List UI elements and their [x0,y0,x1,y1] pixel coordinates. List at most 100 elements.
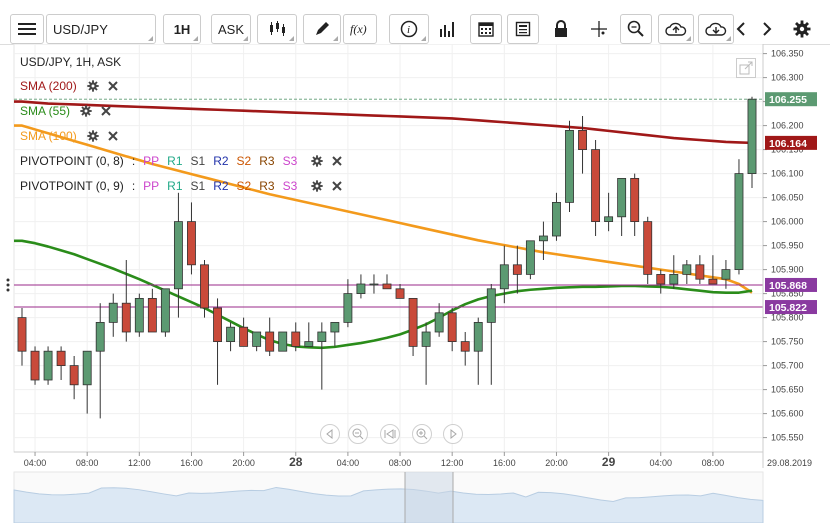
scroll-right-icon [450,429,457,439]
scroll-left-button[interactable] [730,14,752,44]
expand-button[interactable] [736,58,756,78]
candle-body [434,312,444,333]
candle-body [134,297,144,333]
price-tags: 106.255 106.164 105.868 105.822 [765,92,817,315]
gear-icon[interactable] [80,105,92,117]
pivot-level-r2: R2 [213,179,229,193]
candle-body [421,331,431,347]
zoom-in-nav-button[interactable] [412,424,432,444]
menu-icon [18,23,36,35]
zoom-out-nav-button[interactable] [348,424,368,444]
lock-button[interactable] [548,14,574,44]
candle-body [591,149,601,223]
scroll-right-button[interactable] [756,14,778,44]
info-button[interactable]: i [389,14,429,44]
dropdown-corner-icon [148,36,153,41]
close-icon[interactable] [107,80,119,92]
pivot-level-pp: PP [143,179,160,193]
candle-body [369,283,379,286]
candle-body [643,221,653,275]
x-tick-label: 29 [602,455,616,469]
report-button[interactable] [507,14,539,44]
calendar-button[interactable] [470,14,502,44]
candle-body [200,264,209,309]
draw-tool-button[interactable] [303,14,341,44]
legend-pivot-2-label: PIVOTPOINT (0, 9) [20,179,124,193]
y-tick-label: 105.700 [771,361,804,371]
y-tick-label: 105.550 [771,433,804,443]
legend-pivot-sep: : [131,179,136,193]
interval-label: 1H [173,21,191,37]
scroll-right-nav-button[interactable] [443,424,463,444]
close-icon[interactable] [107,130,119,142]
candle-body [343,293,353,323]
x-tick-label: 04:00 [649,458,672,468]
y-tick-label: 105.750 [771,337,804,347]
x-tick-label: 08:00 [76,458,99,468]
legend-pivot-2: PIVOTPOINT (0, 9) : PP R1 S1 R2 S2 R3 S3 [20,179,343,193]
save-cloud-button[interactable] [658,14,694,44]
close-icon[interactable] [331,180,343,192]
candle-body [30,350,40,381]
x-tick-label: 16:00 [493,458,516,468]
reset-nav-button[interactable] [380,424,400,444]
y-tick-label: 105.600 [771,409,804,419]
legend-pivot-1: PIVOTPOINT (0, 8) : PP R1 S1 R2 S2 R3 S3 [20,154,343,168]
x-tick-label: 04:00 [337,458,360,468]
interval-select[interactable]: 1H [163,14,201,44]
document-icon [515,21,531,37]
gear-icon[interactable] [311,180,323,192]
candle-body [291,331,301,347]
x-tick-label: 20:00 [232,458,255,468]
dropdown-corner-icon [193,36,198,41]
candle-body [473,321,483,352]
pivot-lower-tag-bg [765,300,817,315]
x-tick-label: 08:00 [702,458,725,468]
candle-body [252,331,262,347]
x-tick-label: 12:00 [128,458,151,468]
candle-body [499,264,509,290]
crosshair-button[interactable] [586,14,612,44]
gear-icon[interactable] [87,80,99,92]
symbol-select[interactable]: USD/JPY [46,14,156,44]
dropdown-corner-icon [289,36,294,41]
close-icon[interactable] [331,155,343,167]
menu-button[interactable] [10,14,44,44]
candle-body [356,283,366,295]
gear-icon [793,20,811,38]
pivot-level-s1: S1 [190,179,206,193]
indicators-button[interactable]: f(x) [343,14,377,44]
gear-icon[interactable] [87,130,99,142]
gear-icon[interactable] [311,155,323,167]
candle-body [173,221,183,290]
candle-body [317,331,327,342]
legend-sma200-label: SMA (200) [20,79,77,93]
price-type-label: ASK [217,21,244,37]
load-cloud-button[interactable] [698,14,734,44]
y-axis: 106.350106.300106.250106.200106.150106.1… [762,44,804,468]
dropdown-corner-icon [243,36,248,41]
settings-button[interactable] [790,14,814,44]
scroll-left-nav-button[interactable] [320,424,340,444]
volume-button[interactable] [434,14,462,44]
price-chart[interactable]: 106.350106.300106.250106.200106.150106.1… [0,44,830,523]
symbol-label: USD/JPY [53,21,108,37]
chevron-left-icon [736,22,745,36]
legend-sma100-label: SMA (100) [20,129,77,143]
toolbar: USD/JPY 1H ASK f(x) i [0,0,830,45]
x-tick-label: 28 [289,455,303,469]
candle-body [17,317,27,352]
close-icon[interactable] [100,105,112,117]
candle-body [239,326,249,347]
candle-body [187,221,196,266]
pivot-upper-tag-bg [765,277,817,292]
chart-type-button[interactable] [257,14,297,44]
zoom-button[interactable] [620,14,652,44]
dropdown-corner-icon [726,36,731,41]
date-label: 29.08.2019 [767,458,812,468]
candle-body [160,288,170,333]
legend-sma200: SMA (200) [20,79,119,93]
price-type-select[interactable]: ASK [211,14,251,44]
y-tick-label: 105.850 [771,289,804,299]
drag-handle-dot [6,283,10,287]
